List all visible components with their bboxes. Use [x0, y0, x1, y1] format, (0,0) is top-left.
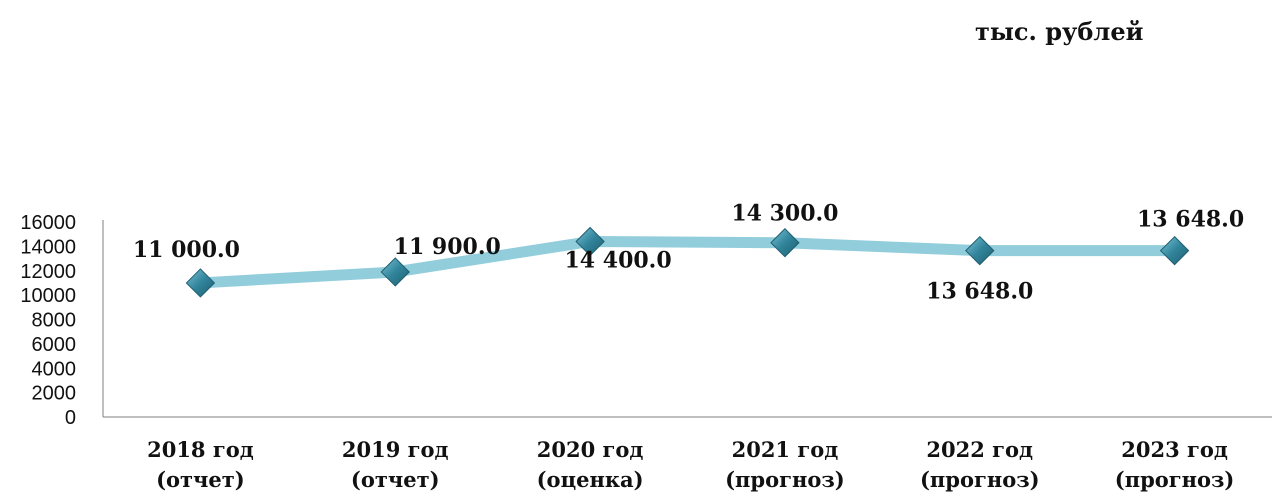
x-tick-label: 2023 год [1121, 437, 1228, 462]
x-tick-label: (оценка) [537, 467, 644, 492]
data-point-marker [1159, 235, 1190, 266]
x-tick-label: (прогноз) [1115, 467, 1235, 492]
x-tick-label: 2018 год [147, 437, 254, 462]
x-tick-label: 2019 год [342, 437, 449, 462]
y-tick-label: 2000 [32, 383, 77, 405]
x-tick-label: (прогноз) [920, 467, 1040, 492]
data-label: 13 648.0 [1137, 207, 1244, 233]
data-point-marker [185, 268, 216, 298]
y-tick-label: 10000 [20, 285, 76, 307]
data-label: 11 900.0 [394, 234, 501, 260]
y-tick-label: 8000 [32, 310, 77, 332]
data-label: 13 648.0 [926, 279, 1033, 305]
data-point-marker [770, 228, 800, 258]
x-tick-label: (отчет) [351, 467, 440, 492]
y-tick-label: 16000 [20, 212, 76, 234]
data-label: 14 300.0 [731, 201, 838, 227]
data-point-marker [380, 257, 410, 287]
data-label: 11 000.0 [133, 237, 240, 263]
data-point-marker [965, 235, 995, 266]
data-label: 14 400.0 [564, 248, 671, 274]
x-tick-label: 2021 год [732, 437, 839, 462]
y-tick-label: 12000 [20, 261, 76, 283]
series-line [194, 236, 1181, 289]
x-tick-label: (прогноз) [725, 467, 845, 492]
unit-label: тыс. рублей [975, 17, 1143, 46]
x-tick-label: 2020 год [537, 437, 644, 462]
x-tick-label: 2022 год [926, 437, 1033, 462]
data-point-marker [575, 226, 605, 257]
y-tick-label: 6000 [32, 334, 77, 356]
y-tick-label: 4000 [32, 358, 77, 380]
y-tick-label: 14000 [20, 236, 76, 258]
x-tick-label: (отчет) [156, 467, 245, 492]
y-tick-label: 0 [65, 407, 76, 429]
